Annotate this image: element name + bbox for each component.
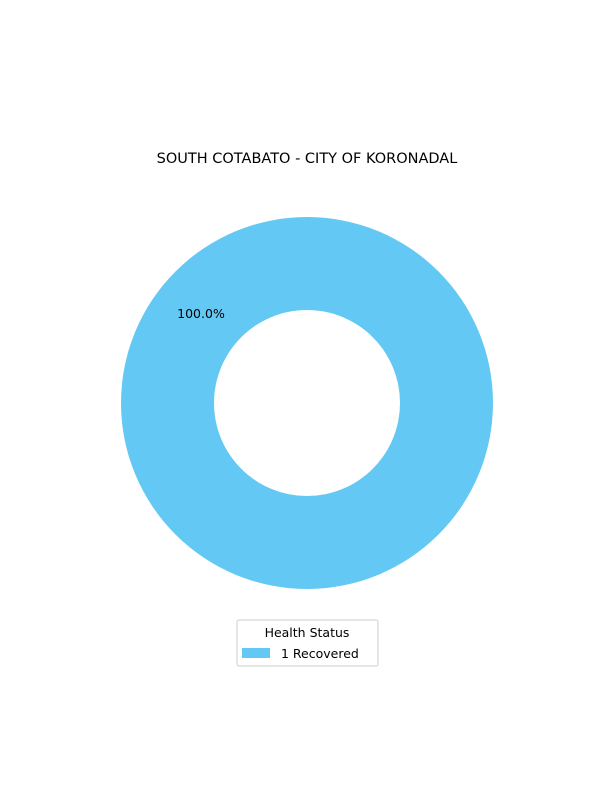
legend-box — [236, 619, 379, 667]
donut-slices — [121, 217, 493, 589]
slice-percent-label: 100.0% — [177, 306, 225, 321]
legend-title: Health Status — [265, 625, 350, 640]
legend-swatch — [242, 648, 270, 658]
legend: Health Status 1 Recovered — [236, 619, 379, 667]
chart-title: SOUTH COTABATO - CITY OF KORONADAL — [157, 151, 458, 167]
donut-slice-recovered — [121, 217, 493, 589]
legend-entry-label: 1 Recovered — [281, 646, 359, 661]
